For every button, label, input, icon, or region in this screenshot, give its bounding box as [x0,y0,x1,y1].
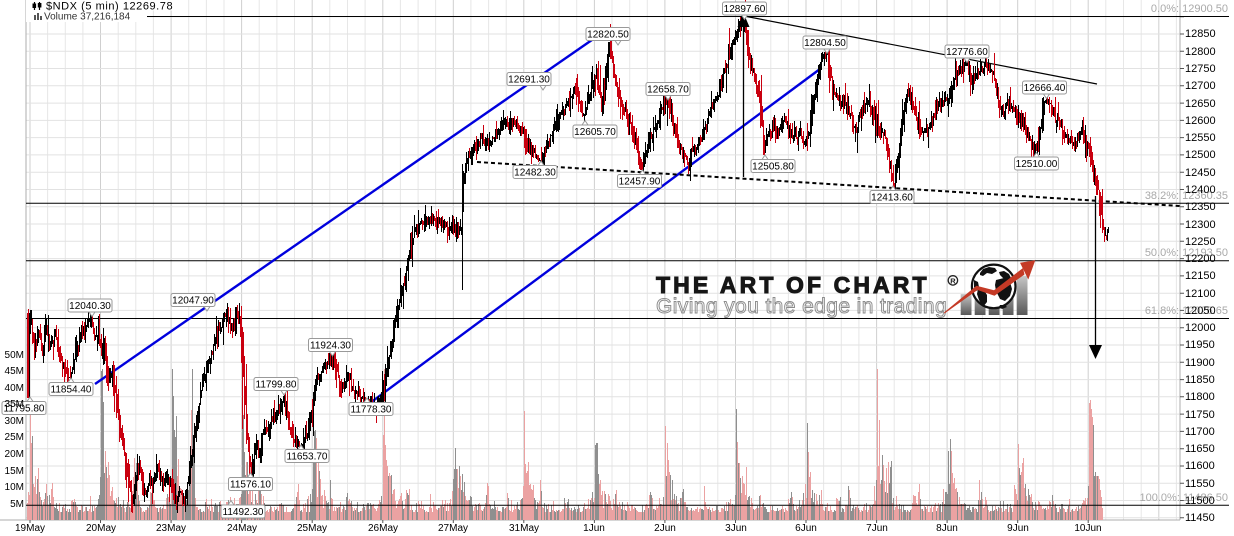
svg-text:12600: 12600 [1185,115,1216,127]
svg-text:11924.30: 11924.30 [310,341,351,352]
svg-text:5M: 5M [10,499,24,510]
svg-text:100.0%: 11486.50: 100.0%: 11486.50 [1140,492,1228,504]
svg-text:12750: 12750 [1185,63,1216,75]
svg-text:12047.90: 12047.90 [172,296,214,307]
svg-text:40M: 40M [5,383,24,394]
svg-text:1Jun: 1Jun [583,523,605,534]
svg-text:THE ART OF CHART: THE ART OF CHART [656,272,930,298]
svg-text:11800: 11800 [1185,391,1215,403]
svg-text:8Jun: 8Jun [936,523,958,534]
svg-text:20M: 20M [5,449,24,460]
svg-text:10M: 10M [5,482,24,493]
svg-text:11778.30: 11778.30 [351,405,392,416]
svg-text:50M: 50M [5,350,24,361]
svg-text:12000: 12000 [1185,322,1216,334]
svg-text:3Jun: 3Jun [725,523,747,534]
svg-text:61.8%: 12026.65: 61.8%: 12026.65 [1145,305,1228,317]
svg-text:12350: 12350 [1185,201,1216,213]
svg-text:11550: 11550 [1185,478,1215,490]
svg-text:12510.00: 12510.00 [1016,159,1058,170]
svg-text:11854.40: 11854.40 [51,385,92,396]
svg-text:12776.60: 12776.60 [946,47,988,58]
svg-text:11900: 11900 [1185,357,1215,369]
svg-text:11600: 11600 [1185,460,1215,472]
svg-text:30M: 30M [5,416,24,427]
svg-text:12150: 12150 [1185,270,1216,282]
svg-text:2Jun: 2Jun [654,523,676,534]
svg-text:11750: 11750 [1185,409,1215,421]
svg-text:11450: 11450 [1185,512,1215,524]
svg-text:31May: 31May [509,523,539,534]
svg-text:R: R [950,276,956,285]
svg-text:12700: 12700 [1185,80,1216,92]
svg-text:12650: 12650 [1185,98,1216,110]
svg-text:12400: 12400 [1185,184,1216,196]
svg-text:25M: 25M [5,432,24,443]
svg-text:12605.70: 12605.70 [574,127,616,138]
svg-text:12897.60: 12897.60 [724,4,766,15]
svg-text:20May: 20May [86,523,116,534]
svg-text:12482.30: 12482.30 [514,168,556,179]
svg-text:24May: 24May [227,523,257,534]
svg-text:38.2%: 12360.35: 38.2%: 12360.35 [1145,190,1228,202]
svg-text:12550: 12550 [1185,132,1216,144]
svg-text:12804.50: 12804.50 [804,38,846,49]
svg-text:11850: 11850 [1185,374,1215,386]
svg-text:11492.30: 11492.30 [223,507,264,518]
svg-text:12100: 12100 [1185,288,1216,300]
svg-text:50.0%: 12193.50: 50.0%: 12193.50 [1145,247,1228,259]
svg-text:11795.80: 11795.80 [4,404,45,415]
svg-text:23May: 23May [156,523,186,534]
svg-text:11799.80: 11799.80 [256,380,297,391]
svg-text:35M: 35M [5,399,24,410]
svg-text:19May: 19May [15,523,45,534]
svg-text:9Jun: 9Jun [1007,523,1029,534]
svg-text:25May: 25May [297,523,327,534]
svg-text:Giving you the edge in trading: Giving you the edge in trading [656,295,947,318]
svg-text:Volume 37,216,184: Volume 37,216,184 [44,12,131,23]
svg-text:12050: 12050 [1185,305,1216,317]
svg-text:10Jun: 10Jun [1074,523,1101,534]
svg-text:45M: 45M [5,366,24,377]
svg-text:15M: 15M [5,466,24,477]
svg-text:12457.90: 12457.90 [619,177,661,188]
svg-text:11500: 11500 [1185,495,1215,507]
svg-text:6Jun: 6Jun [795,523,817,534]
svg-text:11700: 11700 [1185,426,1215,438]
svg-text:11950: 11950 [1185,339,1215,351]
svg-text:11576.10: 11576.10 [230,480,271,491]
svg-text:12040.30: 12040.30 [69,301,111,312]
svg-text:$NDX (5 min) 12269.78: $NDX (5 min) 12269.78 [46,1,173,13]
svg-text:11653.70: 11653.70 [287,452,328,463]
svg-text:12250: 12250 [1185,236,1216,248]
svg-text:11650: 11650 [1185,443,1215,455]
svg-text:12413.60: 12413.60 [871,193,913,204]
svg-text:12658.70: 12658.70 [647,85,689,96]
svg-text:12300: 12300 [1185,219,1216,231]
svg-text:12800: 12800 [1185,46,1216,58]
svg-text:12200: 12200 [1185,253,1216,265]
svg-text:12666.40: 12666.40 [1024,83,1066,94]
svg-text:12500: 12500 [1185,149,1216,161]
svg-text:12850: 12850 [1185,28,1216,40]
svg-text:12691.30: 12691.30 [508,75,550,86]
svg-text:12820.50: 12820.50 [587,30,629,41]
svg-text:0.0%: 12900.50: 0.0%: 12900.50 [1151,3,1228,15]
svg-text:12450: 12450 [1185,167,1216,179]
svg-text:7Jun: 7Jun [866,523,888,534]
svg-text:26May: 26May [368,523,398,534]
svg-text:27May: 27May [438,523,468,534]
svg-text:12505.80: 12505.80 [752,162,794,173]
